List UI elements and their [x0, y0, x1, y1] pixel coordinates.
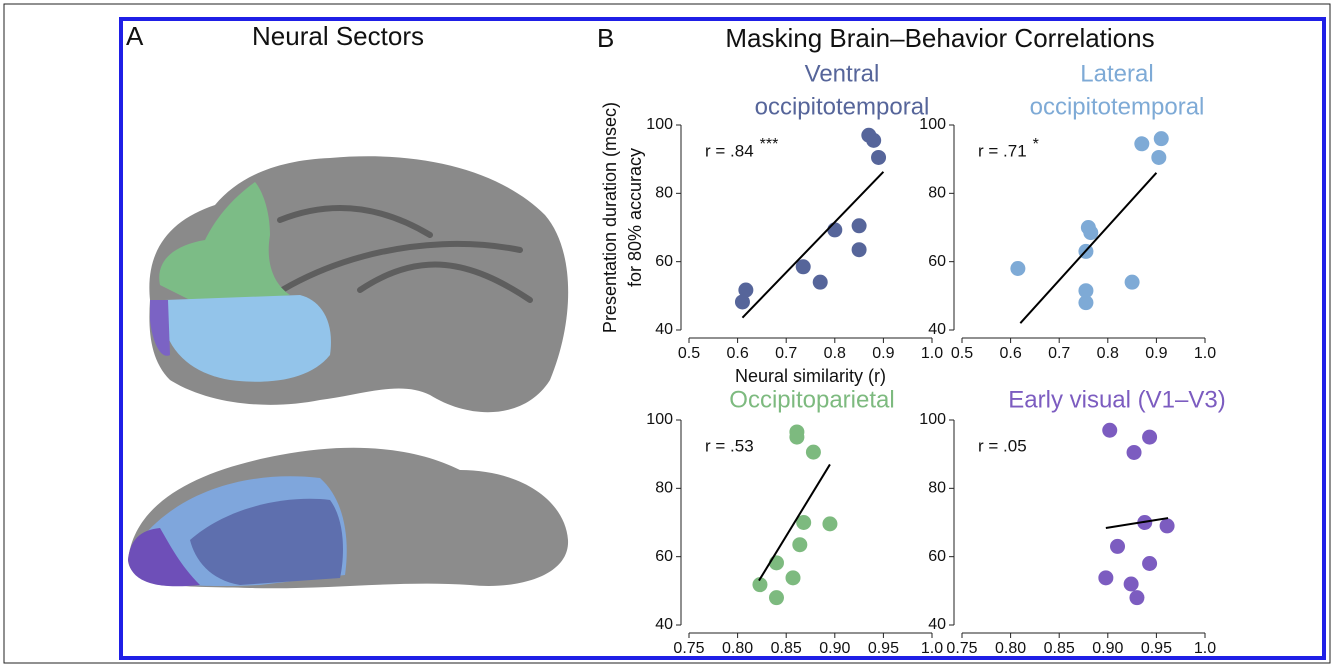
- y-tick-label: 60: [928, 253, 946, 270]
- panel-label: B: [597, 23, 614, 53]
- data-point: [792, 537, 807, 552]
- x-tick-label: 0.7: [775, 345, 797, 362]
- correlation-label: r = .71: [978, 141, 1027, 160]
- x-tick-label: 0.9: [872, 345, 894, 362]
- data-point: [1154, 131, 1169, 146]
- data-point: [769, 555, 784, 570]
- x-tick-label: 0.85: [771, 640, 802, 657]
- y-tick-label: 40: [655, 616, 673, 633]
- y-axis-label: for 80% accuracy: [625, 148, 645, 287]
- x-tick-label: 0.8: [1097, 345, 1119, 362]
- chart-title: Lateral: [1080, 60, 1153, 87]
- panel-label: A: [126, 21, 144, 51]
- data-point: [735, 294, 750, 309]
- significance-stars: ***: [760, 136, 779, 153]
- y-tick-label: 60: [655, 253, 673, 270]
- x-tick-label: 0.9: [1145, 345, 1167, 362]
- chart-title: Early visual (V1–V3): [1008, 386, 1225, 413]
- data-point: [1124, 577, 1139, 592]
- data-point: [1142, 556, 1157, 571]
- x-tick-label: 1.0: [921, 345, 943, 362]
- data-point: [822, 516, 837, 531]
- x-tick-label: 0.75: [946, 640, 977, 657]
- chart-title: Occipitoparietal: [729, 386, 894, 413]
- x-tick-label: 1.0: [921, 640, 943, 657]
- x-tick-label: 1.0: [1194, 640, 1216, 657]
- data-point: [806, 445, 821, 460]
- correlation-label: r = .53: [705, 436, 754, 455]
- x-tick-label: 0.6: [726, 345, 748, 362]
- y-tick-label: 100: [919, 411, 946, 428]
- data-point: [1151, 150, 1166, 165]
- data-point: [769, 590, 784, 605]
- x-axis-label: Neural similarity (r): [735, 366, 886, 386]
- x-tick-label: 0.90: [1092, 640, 1123, 657]
- y-tick-label: 80: [928, 480, 946, 497]
- data-point: [871, 150, 886, 165]
- x-tick-label: 0.90: [819, 640, 850, 657]
- data-point: [786, 570, 801, 585]
- chart-title: occipitotemporal: [755, 93, 930, 120]
- y-tick-label: 60: [655, 548, 673, 565]
- data-point: [852, 218, 867, 233]
- x-tick-label: 0.95: [868, 640, 899, 657]
- data-point: [866, 133, 881, 148]
- x-tick-label: 0.5: [678, 345, 700, 362]
- data-point: [1078, 295, 1093, 310]
- data-point: [1083, 225, 1098, 240]
- y-axis-label: Presentation duration (msec): [600, 102, 620, 333]
- correlation-label: r = .05: [978, 436, 1027, 455]
- x-tick-label: 0.8: [824, 345, 846, 362]
- panel-title: Masking Brain–Behavior Correlations: [725, 23, 1154, 53]
- x-tick-label: 0.6: [999, 345, 1021, 362]
- data-point: [1134, 136, 1149, 151]
- data-point: [1160, 518, 1175, 533]
- data-point: [789, 430, 804, 445]
- figure: A Neural Sectors B Masking Brain–Behavio…: [0, 0, 1334, 667]
- chart-title: occipitotemporal: [1030, 93, 1205, 120]
- y-tick-label: 80: [655, 185, 673, 202]
- x-tick-label: 0.5: [951, 345, 973, 362]
- x-tick-label: 0.95: [1141, 640, 1172, 657]
- x-tick-label: 0.75: [673, 640, 704, 657]
- data-point: [827, 222, 842, 237]
- x-tick-label: 0.80: [722, 640, 753, 657]
- y-tick-label: 100: [919, 116, 946, 133]
- y-tick-label: 80: [928, 185, 946, 202]
- y-tick-label: 40: [655, 321, 673, 338]
- page: A Neural Sectors B Masking Brain–Behavio…: [0, 0, 1334, 667]
- data-point: [1102, 423, 1117, 438]
- significance-stars: *: [1033, 136, 1039, 153]
- chart-title: Ventral: [805, 60, 880, 87]
- y-tick-label: 100: [646, 411, 673, 428]
- x-tick-label: 0.80: [995, 640, 1026, 657]
- x-tick-label: 1.0: [1194, 345, 1216, 362]
- data-point: [1110, 539, 1125, 554]
- data-point: [1129, 590, 1144, 605]
- data-point: [813, 275, 828, 290]
- x-tick-label: 0.85: [1044, 640, 1075, 657]
- y-tick-label: 40: [928, 616, 946, 633]
- y-tick-label: 100: [646, 116, 673, 133]
- x-tick-label: 0.7: [1048, 345, 1070, 362]
- data-point: [1010, 261, 1025, 276]
- panel-title: Neural Sectors: [252, 21, 424, 51]
- data-point: [852, 242, 867, 257]
- data-point: [1142, 430, 1157, 445]
- data-point: [1125, 275, 1140, 290]
- correlation-label: r = .84: [705, 141, 754, 160]
- data-point: [1098, 570, 1113, 585]
- y-tick-label: 40: [928, 321, 946, 338]
- data-point: [1127, 445, 1142, 460]
- y-tick-label: 80: [655, 480, 673, 497]
- y-tick-label: 60: [928, 548, 946, 565]
